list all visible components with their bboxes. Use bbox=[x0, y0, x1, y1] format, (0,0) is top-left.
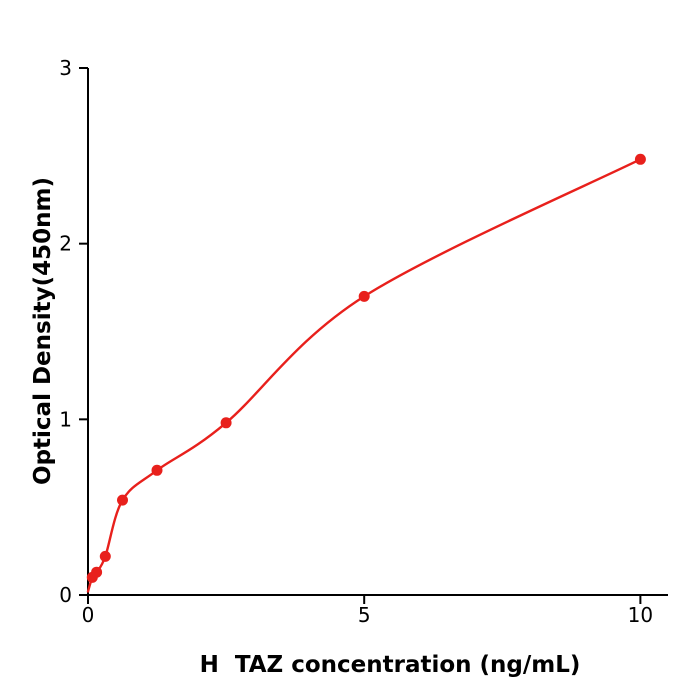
data-point bbox=[358, 290, 370, 302]
x-tick-label: 5 bbox=[358, 603, 371, 627]
data-point bbox=[117, 494, 128, 506]
y-tick-label: 2 bbox=[59, 232, 72, 256]
y-tick-label: 3 bbox=[59, 56, 72, 80]
data-point bbox=[91, 566, 103, 578]
data-point bbox=[220, 417, 232, 429]
x-axis-label: H TAZ concentration (ng/mL) bbox=[199, 652, 581, 678]
x-tick-label: 10 bbox=[628, 603, 653, 627]
data-point bbox=[151, 464, 163, 476]
x-tick-label: 0 bbox=[82, 603, 95, 627]
data-point bbox=[99, 550, 111, 562]
y-tick-label: 0 bbox=[59, 583, 72, 607]
y-axis-label: Optical Density(450nm) bbox=[30, 177, 56, 485]
y-tick-label: 1 bbox=[59, 407, 72, 431]
fit-curve bbox=[86, 158, 642, 593]
data-point bbox=[634, 153, 646, 165]
